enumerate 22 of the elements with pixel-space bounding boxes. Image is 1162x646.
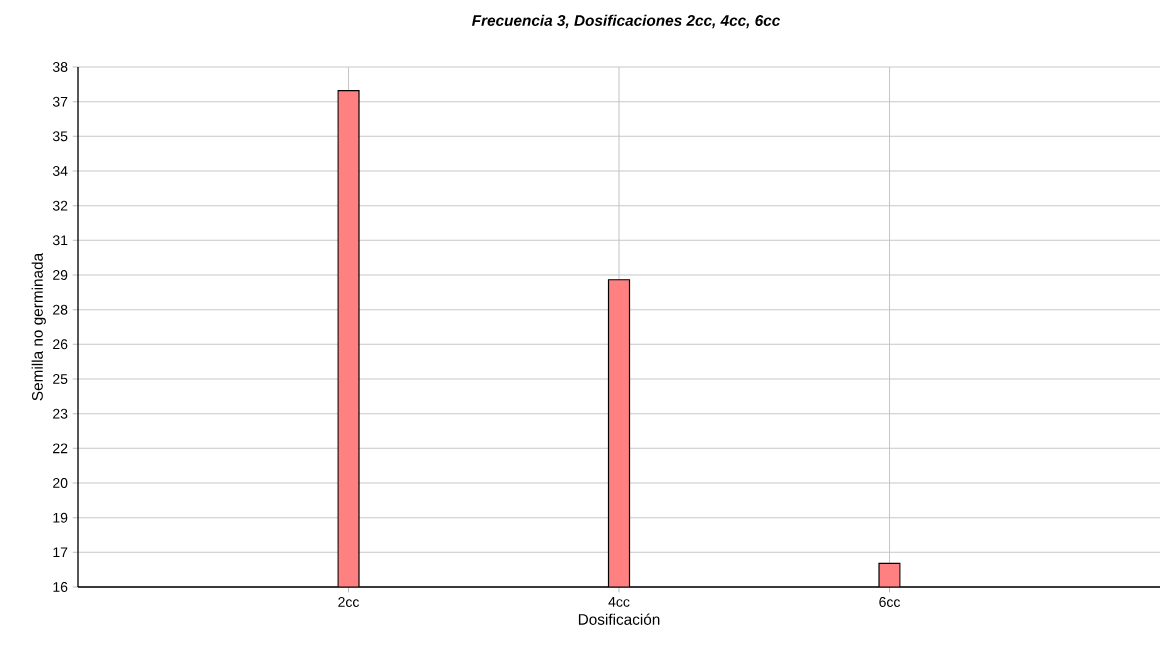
y-tick-label: 19 bbox=[53, 512, 68, 523]
y-tick-label: 22 bbox=[53, 443, 68, 454]
y-tick-label: 35 bbox=[52, 131, 68, 142]
y-tick-label: 23 bbox=[53, 408, 68, 419]
y-tick-label: 29 bbox=[53, 270, 68, 280]
y-tick-label: 32 bbox=[52, 200, 68, 211]
y-tick-label: 34 bbox=[52, 166, 68, 176]
y-tick-label: 25 bbox=[53, 374, 68, 384]
y-tick-label: 37 bbox=[52, 96, 68, 107]
x-tick-label: 4cc bbox=[608, 597, 630, 607]
y-axis-title: Semilla no germinada bbox=[31, 252, 46, 401]
y-tick-label: 20 bbox=[53, 478, 68, 488]
y-tick-label: 31 bbox=[52, 235, 68, 246]
y-tick-label: 26 bbox=[53, 339, 68, 350]
chart-title: Frecuencia 3, Dosificaciones 2cc, 4cc, 6cc bbox=[472, 14, 781, 29]
y-tick-label: 17 bbox=[53, 547, 68, 558]
x-tick-label: 2cc bbox=[338, 597, 360, 607]
y-tick-label: 16 bbox=[53, 582, 68, 592]
x-tick-label: 6cc bbox=[879, 597, 901, 607]
x-axis-title: Dosificación bbox=[578, 613, 660, 625]
y-tick-label: 28 bbox=[53, 304, 68, 315]
y-tick-label: 38 bbox=[52, 62, 68, 72]
